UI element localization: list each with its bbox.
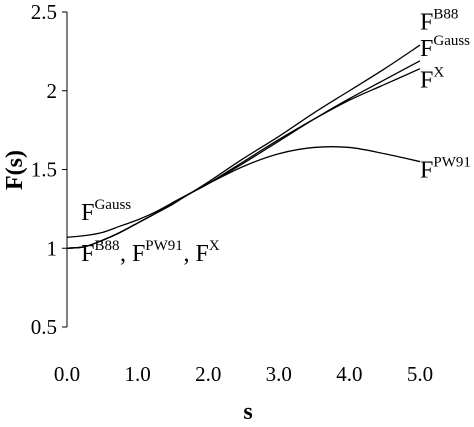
y-tick-label: 0.5 <box>31 315 57 339</box>
x-axis-title: s <box>243 399 252 425</box>
annotation-base: F <box>420 9 433 35</box>
annotation-superscript: Gauss <box>433 33 470 49</box>
annotation-superscript: PW91 <box>145 238 183 254</box>
x-tick-label: 3.0 <box>266 362 292 386</box>
annotation-superscript: PW91 <box>433 154 471 170</box>
annotation-base: F <box>420 68 433 94</box>
curves <box>66 44 421 249</box>
y-ticks: 0.5 1 1.5 2 2.5 <box>31 0 67 339</box>
annotation-base: F <box>420 157 433 183</box>
annotation-superscript: B88 <box>433 6 458 22</box>
y-axis-title: F(s) <box>2 150 28 190</box>
curve-pw91 <box>66 146 421 249</box>
annotation-label: FPW91 <box>420 154 471 183</box>
annotation-superscript: B88 <box>94 238 119 254</box>
x-tick-label: 5.0 <box>407 362 433 386</box>
annotation-superscript: X <box>433 65 444 81</box>
annotation-label: , FX <box>183 238 219 267</box>
y-tick-label: 2 <box>47 79 58 103</box>
annotation-base: F <box>420 36 433 62</box>
x-tick-label: 2.0 <box>195 362 221 386</box>
x-tick-label: 0.0 <box>54 362 80 386</box>
annotation-label: FGauss <box>81 197 131 226</box>
annotation-label: FB88 <box>81 238 119 267</box>
annotation-base: , F <box>183 241 208 267</box>
x-ticks: 0.0 1.0 2.0 3.0 4.0 5.0 <box>54 362 433 386</box>
annotation-superscript: X <box>209 238 220 254</box>
annotation-superscript: Gauss <box>94 197 131 213</box>
plot-area: 0.511.522.5 0.0 1.0 2.0 3.0 4.0 5.0 FB88FGaus… <box>31 0 471 386</box>
y-tick-label: 1.5 <box>31 158 57 182</box>
annotation-label: FB88 <box>420 6 458 35</box>
y-tick-label: 2.5 <box>31 0 57 24</box>
annotation-label: FGauss <box>420 33 470 62</box>
x-tick-label: 1.0 <box>124 362 150 386</box>
annotation-label: FX <box>420 65 444 94</box>
y-tick-label: 1 <box>47 236 58 260</box>
curve-b88 <box>66 44 421 249</box>
annotation-base: F <box>81 200 94 226</box>
x-tick-label: 4.0 <box>336 362 362 386</box>
annotation-base: , F <box>120 241 145 267</box>
annotation-label: , FPW91 <box>120 238 183 267</box>
annotation-base: F <box>81 241 94 267</box>
